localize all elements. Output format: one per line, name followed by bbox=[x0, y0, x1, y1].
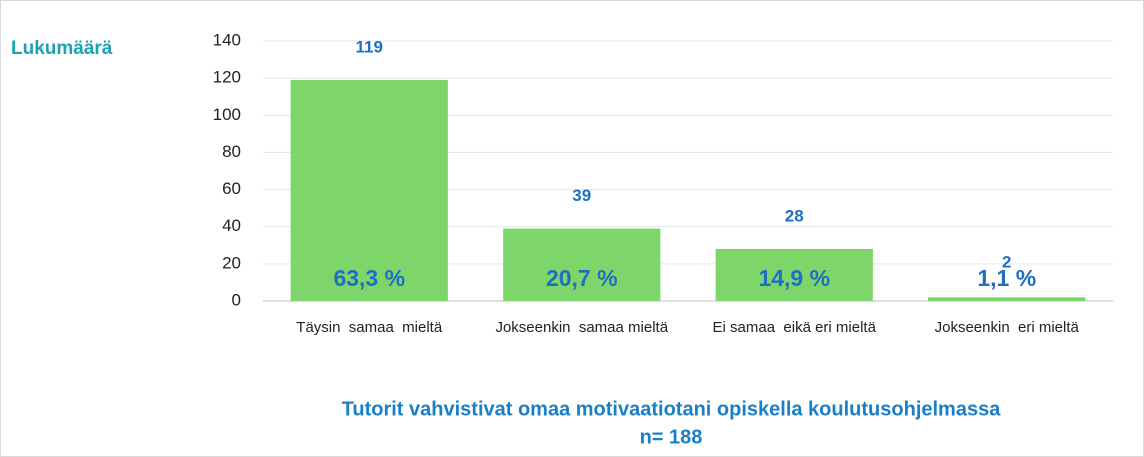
chart-subtitle: n= 188 bbox=[640, 426, 703, 448]
value-label: 119 bbox=[356, 37, 383, 56]
value-label: 2 bbox=[1002, 252, 1011, 271]
y-tick-label: 40 bbox=[222, 216, 241, 235]
bar bbox=[715, 249, 873, 301]
y-tick-label: 0 bbox=[232, 290, 241, 309]
y-tick-label: 120 bbox=[213, 68, 241, 87]
x-tick-label: Jokseenkin samaa mieltä bbox=[495, 319, 669, 336]
value-label: 28 bbox=[785, 206, 804, 225]
x-tick-label: Ei samaa eikä eri mieltä bbox=[712, 319, 876, 336]
bar bbox=[928, 297, 1086, 301]
y-tick-label: 80 bbox=[222, 142, 241, 161]
percent-label: 20,7 % bbox=[546, 265, 618, 291]
y-tick-label: 140 bbox=[213, 30, 241, 49]
percent-label: 14,9 % bbox=[758, 265, 830, 291]
y-tick-label: 100 bbox=[213, 105, 241, 124]
bar bbox=[290, 80, 448, 301]
chart-title: Tutorit vahvistivat omaa motivaatiotani … bbox=[342, 398, 1002, 420]
x-tick-label: Täysin samaa mieltä bbox=[296, 319, 443, 336]
y-axis-label: Lukumäärä bbox=[11, 38, 113, 59]
bar bbox=[503, 228, 661, 301]
x-tick-label: Jokseenkin eri mieltä bbox=[934, 319, 1079, 336]
y-tick-label: 20 bbox=[222, 253, 241, 272]
percent-label: 63,3 % bbox=[333, 265, 405, 291]
y-tick-label: 60 bbox=[222, 179, 241, 198]
percent-label: 1,1 % bbox=[977, 265, 1036, 291]
value-label: 39 bbox=[572, 186, 591, 205]
